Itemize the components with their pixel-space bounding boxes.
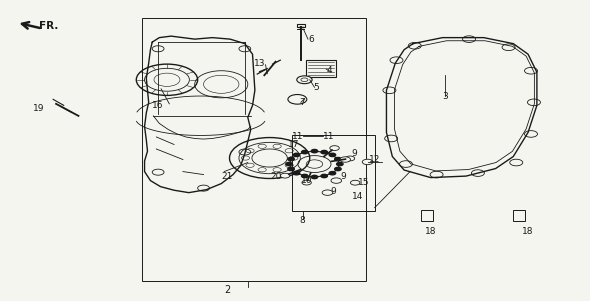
Circle shape (471, 170, 484, 176)
Circle shape (288, 167, 294, 171)
Text: 11: 11 (323, 132, 335, 141)
Text: 2: 2 (224, 284, 230, 295)
Text: 13: 13 (254, 59, 266, 68)
Bar (421, 210, 433, 221)
Circle shape (525, 67, 537, 74)
Text: 9: 9 (351, 149, 357, 158)
Circle shape (336, 163, 343, 166)
Text: 11: 11 (291, 132, 303, 141)
Text: 10: 10 (300, 176, 312, 185)
Circle shape (321, 174, 327, 178)
Circle shape (463, 36, 476, 42)
Circle shape (301, 150, 308, 154)
Circle shape (430, 171, 443, 178)
Text: 7: 7 (299, 98, 305, 107)
Circle shape (510, 159, 523, 166)
Circle shape (288, 157, 294, 161)
Circle shape (383, 87, 396, 94)
Text: 17: 17 (287, 140, 299, 149)
Circle shape (345, 156, 355, 161)
Text: 15: 15 (358, 178, 370, 187)
Circle shape (385, 135, 398, 142)
Text: 3: 3 (442, 92, 448, 101)
Text: 21: 21 (221, 172, 233, 181)
Text: 19: 19 (32, 104, 44, 113)
Bar (142, 18, 366, 281)
Circle shape (293, 153, 300, 157)
Text: FR.: FR. (40, 20, 58, 31)
Text: 12: 12 (369, 155, 381, 164)
Circle shape (288, 95, 307, 104)
Circle shape (331, 178, 342, 183)
Bar (513, 210, 525, 221)
Text: 6: 6 (308, 35, 314, 44)
Circle shape (502, 44, 515, 51)
Circle shape (329, 172, 336, 175)
Circle shape (330, 146, 339, 150)
Circle shape (399, 161, 412, 167)
Circle shape (301, 174, 308, 178)
Bar (292, 135, 375, 211)
Circle shape (340, 157, 350, 162)
Text: 16: 16 (152, 101, 163, 110)
Circle shape (312, 150, 318, 153)
Text: 8: 8 (300, 216, 306, 225)
Text: 9: 9 (340, 172, 346, 181)
Circle shape (408, 42, 421, 49)
Circle shape (293, 172, 300, 175)
Circle shape (312, 175, 318, 179)
Polygon shape (297, 24, 305, 27)
Circle shape (527, 99, 540, 106)
Circle shape (362, 159, 373, 165)
Circle shape (335, 167, 341, 171)
Text: 4: 4 (326, 66, 332, 75)
Circle shape (297, 76, 312, 84)
Text: 5: 5 (313, 83, 319, 92)
Text: 18: 18 (425, 227, 437, 236)
Text: 18: 18 (522, 227, 534, 236)
Circle shape (280, 173, 290, 178)
Circle shape (390, 57, 403, 64)
Text: 9: 9 (330, 187, 336, 196)
Bar (306, 60, 336, 77)
Circle shape (525, 131, 537, 137)
Circle shape (302, 180, 312, 185)
Text: 14: 14 (352, 192, 364, 201)
Circle shape (335, 157, 341, 161)
Circle shape (286, 163, 293, 166)
Circle shape (321, 150, 327, 154)
Circle shape (350, 180, 360, 185)
Circle shape (322, 190, 333, 195)
Text: 20: 20 (270, 172, 282, 182)
Circle shape (329, 153, 336, 157)
